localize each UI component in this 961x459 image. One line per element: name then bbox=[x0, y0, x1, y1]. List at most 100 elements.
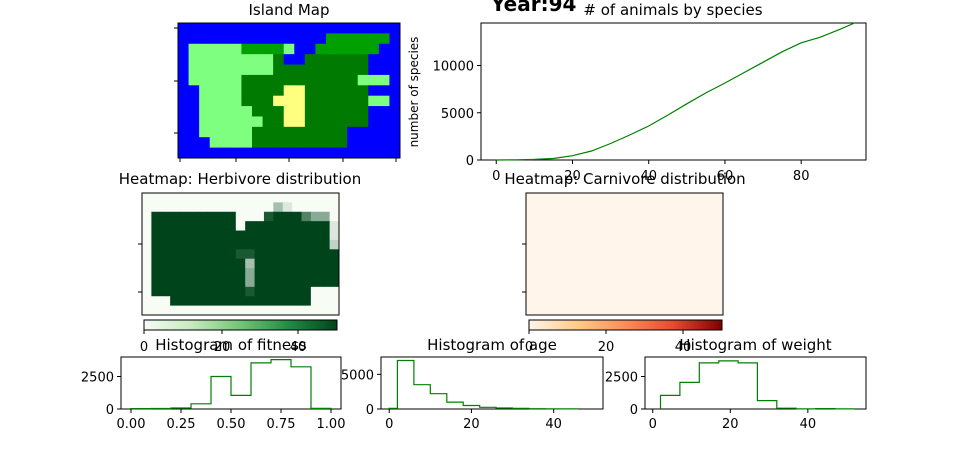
herb-cell bbox=[292, 221, 302, 231]
herb-cell bbox=[310, 202, 321, 213]
herb-cell bbox=[160, 277, 171, 288]
herb-cell bbox=[329, 221, 340, 231]
herb-cell bbox=[273, 249, 284, 260]
herb-cell bbox=[188, 305, 199, 316]
island-cell bbox=[378, 33, 390, 45]
weight-histogram-panel: 0 20 40 0 2500 Histogram of weight bbox=[605, 336, 867, 432]
herb-cell bbox=[273, 193, 284, 203]
island-cell bbox=[209, 137, 221, 149]
herb-cell bbox=[207, 268, 218, 278]
histogram-xtick-label: 0.25 bbox=[167, 417, 196, 432]
island-cell bbox=[209, 64, 221, 76]
herb-cell bbox=[198, 221, 209, 231]
island-cell bbox=[357, 116, 369, 128]
herb-cell bbox=[301, 258, 312, 269]
island-map-title: Island Map bbox=[248, 1, 329, 19]
herb-cell bbox=[217, 286, 227, 297]
island-cell bbox=[326, 137, 337, 149]
island-cell bbox=[178, 54, 189, 65]
herb-cell bbox=[151, 239, 162, 250]
island-cell bbox=[273, 54, 285, 65]
island-cell bbox=[273, 116, 285, 128]
herb-cell bbox=[160, 211, 171, 222]
island-cell bbox=[220, 126, 232, 138]
island-cell bbox=[241, 33, 253, 45]
herb-cell bbox=[170, 277, 180, 288]
island-cell bbox=[336, 85, 348, 97]
herb-cell bbox=[292, 202, 302, 213]
island-cell bbox=[315, 147, 327, 159]
herb-cell bbox=[179, 286, 190, 297]
island-cell bbox=[368, 33, 380, 45]
island-cell bbox=[220, 106, 232, 117]
herb-cell bbox=[170, 249, 180, 260]
island-cell bbox=[178, 147, 189, 159]
histogram-steps bbox=[659, 360, 855, 410]
island-cell bbox=[336, 64, 348, 76]
island-cell bbox=[368, 116, 380, 128]
herb-cell bbox=[207, 286, 218, 297]
island-cell bbox=[273, 85, 285, 97]
island-cell bbox=[304, 116, 316, 128]
herb-cell bbox=[282, 221, 293, 231]
herb-cell bbox=[170, 221, 180, 231]
herb-cell bbox=[329, 258, 340, 269]
herb-cell bbox=[151, 221, 162, 231]
herb-cell bbox=[160, 239, 171, 250]
island-cell bbox=[283, 116, 295, 128]
herb-cell bbox=[254, 230, 265, 241]
herb-cell bbox=[235, 258, 246, 269]
island-cell bbox=[294, 137, 306, 149]
island-cell bbox=[283, 126, 295, 138]
island-cell bbox=[252, 23, 263, 34]
histogram-xtick-label: 0.00 bbox=[117, 417, 146, 432]
herb-cell bbox=[310, 211, 321, 222]
herb-cell bbox=[160, 305, 171, 316]
herb-cell bbox=[282, 230, 293, 241]
island-cell bbox=[199, 23, 211, 34]
animals-ytick-label: 0 bbox=[466, 154, 474, 169]
island-cell bbox=[178, 64, 189, 76]
herb-cell bbox=[188, 230, 199, 241]
island-cell bbox=[347, 43, 359, 55]
herb-cell bbox=[170, 193, 180, 203]
island-cell bbox=[294, 85, 306, 97]
herb-cell bbox=[235, 239, 246, 250]
animals-xtick-label: 60 bbox=[717, 169, 734, 184]
island-cell bbox=[357, 147, 369, 159]
island-cell bbox=[357, 43, 369, 55]
island-cell bbox=[326, 33, 337, 45]
island-cell bbox=[378, 74, 390, 86]
histogram-xtick-label: 0.75 bbox=[267, 417, 296, 432]
island-cell bbox=[199, 116, 211, 128]
island-cell bbox=[368, 137, 380, 149]
island-cell bbox=[389, 116, 401, 128]
herb-cell bbox=[142, 230, 152, 241]
island-cell bbox=[220, 116, 232, 128]
island-cell bbox=[326, 74, 337, 86]
island-cell bbox=[188, 116, 200, 128]
herb-cell bbox=[329, 249, 340, 260]
island-cell bbox=[241, 43, 253, 55]
island-cell bbox=[209, 95, 221, 107]
island-cell bbox=[315, 106, 327, 117]
island-cell bbox=[304, 33, 316, 45]
island-cell bbox=[209, 43, 221, 55]
herb-cell bbox=[160, 202, 171, 213]
herb-cell bbox=[282, 258, 293, 269]
herb-cell bbox=[263, 286, 274, 297]
herb-cell bbox=[273, 296, 284, 307]
island-cell bbox=[188, 23, 200, 34]
herb-cell bbox=[170, 258, 180, 269]
herb-cell bbox=[235, 296, 246, 307]
herb-cell bbox=[160, 249, 171, 260]
histogram-frame bbox=[644, 356, 867, 410]
island-cell bbox=[262, 85, 274, 97]
animals-ytick-label: 10000 bbox=[433, 60, 474, 75]
herb-cell bbox=[301, 286, 312, 297]
herb-cell bbox=[273, 258, 284, 269]
island-cell bbox=[188, 106, 200, 117]
island-cell bbox=[209, 33, 221, 45]
island-cell bbox=[378, 126, 390, 138]
island-cell bbox=[347, 106, 359, 117]
